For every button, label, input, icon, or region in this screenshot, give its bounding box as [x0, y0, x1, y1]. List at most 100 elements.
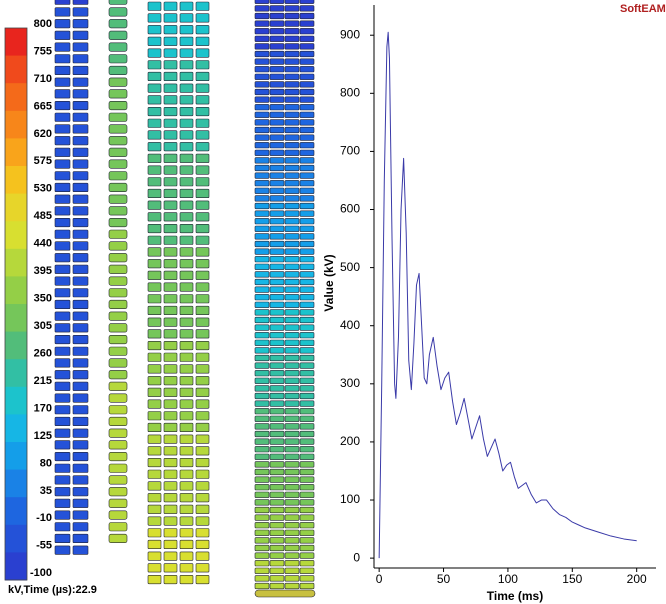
winding-block: [72, 229, 89, 239]
winding-block: [254, 491, 270, 498]
winding-block: [269, 301, 285, 308]
winding-block: [179, 282, 194, 292]
winding-block: [108, 440, 128, 450]
x-tick-label: 200: [627, 572, 647, 586]
winding-block: [299, 415, 315, 422]
colorbar-label: 800: [34, 18, 52, 30]
winding-block: [147, 95, 162, 105]
winding-block: [108, 487, 128, 497]
winding-block: [54, 463, 71, 473]
winding-block: [72, 370, 89, 380]
winding-block: [179, 188, 194, 198]
winding-block: [269, 324, 285, 331]
winding-block: [254, 332, 270, 339]
winding-block: [269, 567, 285, 574]
winding-block: [72, 451, 89, 462]
winding-block: [108, 522, 128, 532]
colorbar-band: [5, 359, 27, 388]
winding-block: [284, 354, 300, 362]
winding-block: [179, 71, 194, 81]
winding-block: [179, 294, 194, 304]
winding-block: [284, 529, 300, 536]
winding-block: [299, 316, 315, 324]
winding-block: [254, 522, 270, 529]
winding-block: [108, 112, 128, 122]
winding-block: [179, 1, 194, 11]
winding-block: [284, 12, 300, 20]
winding-block: [195, 1, 210, 11]
winding-block: [147, 352, 162, 362]
winding-block: [254, 119, 270, 126]
winding-block: [195, 25, 210, 35]
winding-block: [54, 533, 71, 544]
winding-block: [195, 130, 210, 140]
winding-block: [284, 438, 300, 445]
winding-block: [195, 574, 210, 585]
winding-block: [284, 134, 300, 141]
colorbar-label: 125: [34, 430, 52, 442]
winding-block: [299, 126, 315, 134]
colorbar-label: 755: [34, 45, 52, 57]
winding-block: [284, 164, 300, 172]
winding-block: [284, 218, 300, 225]
winding-block: [269, 58, 285, 65]
winding-block: [299, 491, 315, 498]
winding-block: [147, 411, 162, 421]
winding-block: [195, 294, 210, 304]
winding-block: [72, 545, 89, 555]
winding-block: [147, 142, 162, 152]
winding-block: [269, 263, 285, 270]
winding-block: [269, 316, 285, 324]
winding-block: [195, 422, 210, 433]
winding-block: [254, 180, 270, 187]
winding-block: [163, 563, 178, 573]
winding-block: [284, 370, 300, 377]
winding-block: [163, 329, 178, 339]
winding-block: [163, 200, 178, 210]
winding-block: [195, 71, 210, 81]
winding-block: [299, 400, 315, 407]
winding-block: [284, 88, 300, 96]
winding-block: [299, 66, 315, 73]
winding-block: [195, 153, 210, 163]
winding-block: [54, 334, 71, 345]
winding-block: [72, 510, 89, 520]
winding-block: [108, 229, 128, 239]
winding-block: [269, 20, 285, 27]
winding-block: [54, 522, 71, 532]
colorbar-label: 485: [34, 210, 52, 222]
winding-block: [72, 218, 89, 228]
winding-block: [254, 164, 270, 172]
winding-block: [284, 575, 300, 582]
winding-block: [299, 111, 315, 118]
winding-block: [72, 112, 89, 122]
winding-block: [54, 147, 71, 157]
winding-block: [269, 104, 285, 111]
winding-block: [195, 282, 210, 292]
winding-block: [179, 259, 194, 269]
winding-block: [179, 142, 194, 152]
winding-block: [147, 200, 162, 210]
winding-block: [269, 210, 285, 217]
colorbar-band: [5, 276, 27, 305]
winding-block: [108, 124, 128, 134]
winding-block: [269, 362, 285, 369]
winding-block: [284, 309, 300, 316]
colorbar-band: [5, 138, 27, 167]
winding-block: [72, 276, 89, 286]
winding-block: [299, 180, 315, 187]
winding-block: [179, 247, 194, 257]
winding-block: [284, 347, 300, 354]
winding-block: [299, 225, 315, 232]
winding-block: [299, 506, 315, 514]
winding-block: [108, 451, 128, 462]
winding-block: [72, 323, 89, 333]
winding-block: [254, 43, 270, 50]
winding-block: [269, 256, 285, 263]
winding-block: [72, 206, 89, 216]
colorbar-label: 575: [34, 155, 52, 167]
winding-block: [108, 311, 128, 321]
winding-block: [72, 334, 89, 345]
winding-block: [179, 551, 194, 561]
winding-block: [284, 294, 300, 301]
